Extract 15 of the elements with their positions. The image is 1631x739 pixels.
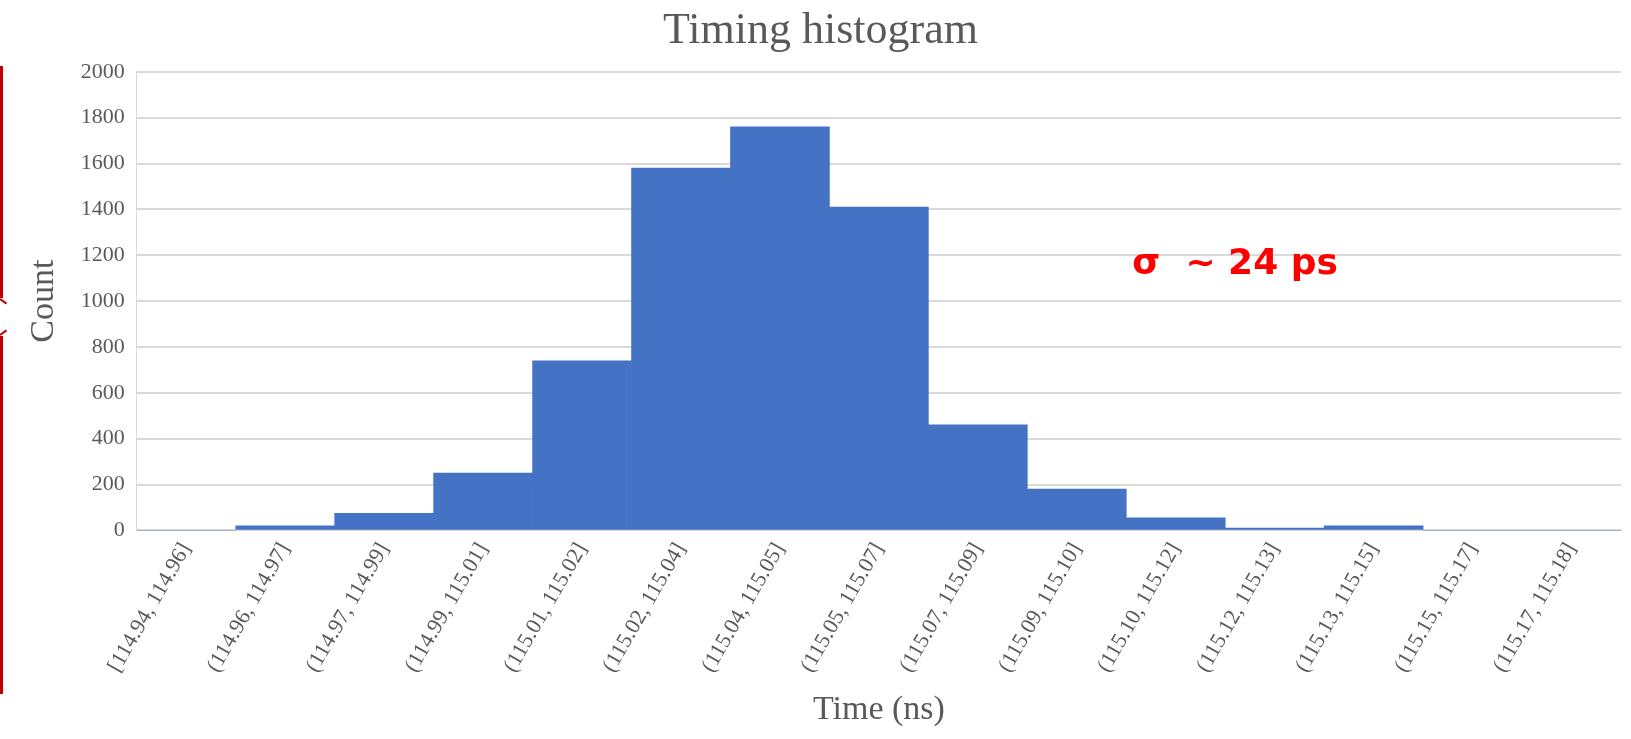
annotation: σ ~ 24 ps <box>1132 240 1338 282</box>
y-tick-label: 800 <box>91 332 125 358</box>
x-axis-title: Time (ns) <box>812 688 945 727</box>
y-tick-label: 1400 <box>80 195 125 221</box>
y-tick-label: 1000 <box>80 286 125 312</box>
y-tick-label: 1600 <box>80 149 125 175</box>
y-tick-label: 200 <box>91 470 125 496</box>
y-tick-label: 400 <box>91 424 125 450</box>
y-tick-label: 1800 <box>80 103 125 129</box>
y-tick-label: 2000 <box>80 57 125 83</box>
y-tick-label: 1200 <box>80 241 125 267</box>
chart-title: Timing histogram <box>663 3 978 53</box>
y-tick-label: 600 <box>91 378 125 404</box>
y-tick-label: 0 <box>113 516 125 542</box>
y-axis-title: Count <box>23 258 61 343</box>
